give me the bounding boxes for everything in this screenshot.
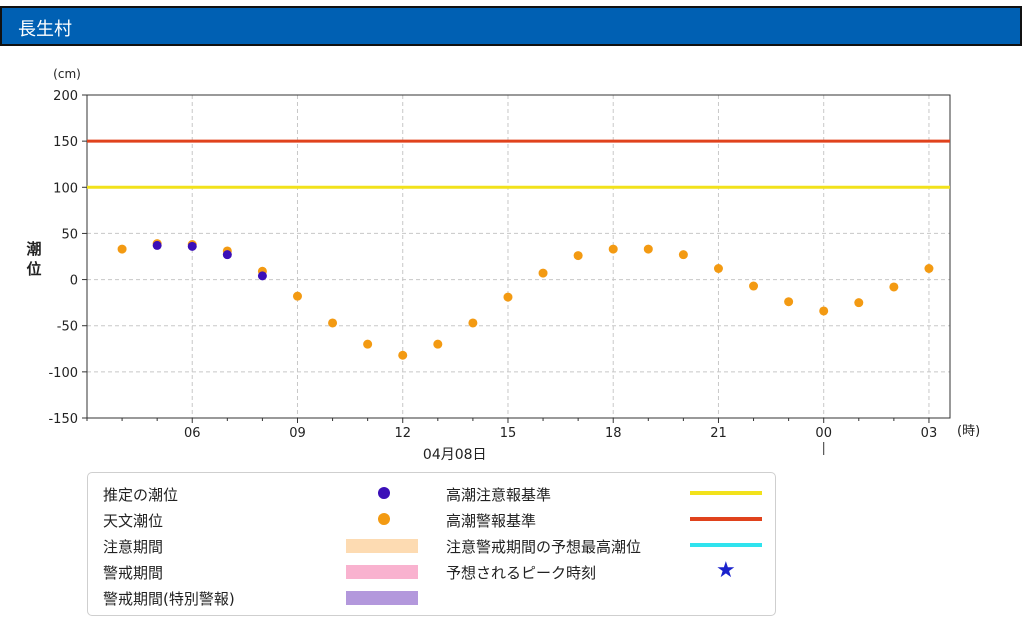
data-point bbox=[643, 244, 653, 254]
y-tick-label: 50 bbox=[61, 227, 78, 242]
data-point bbox=[573, 251, 583, 261]
x-tick-label: 06 bbox=[184, 426, 201, 441]
legend-dot-estimated-tide bbox=[378, 487, 390, 499]
data-point bbox=[433, 339, 443, 349]
legend-label-caution-period: 注意期間 bbox=[103, 538, 164, 556]
data-point bbox=[152, 240, 162, 250]
y-tick-label: -150 bbox=[48, 412, 78, 427]
plot-area bbox=[87, 95, 950, 418]
data-point bbox=[608, 244, 618, 254]
plot-frame bbox=[86, 94, 951, 419]
legend-line-advisory-standard bbox=[690, 491, 762, 495]
data-point bbox=[117, 244, 127, 254]
data-point bbox=[713, 263, 723, 273]
data-point bbox=[538, 268, 548, 278]
data-point bbox=[924, 263, 934, 273]
legend-line-forecast-max-tide bbox=[690, 543, 762, 547]
legend-label-forecast-max-tide: 注意警戒期間の予想最高潮位 bbox=[446, 538, 642, 556]
legend: 推定の潮位 天文潮位 注意期間 警戒期間 警戒期間(特別警報) 高潮注意報基準 … bbox=[87, 472, 776, 616]
date-label: 04月08日 bbox=[423, 447, 487, 463]
legend-swatch-warning-period bbox=[346, 565, 418, 579]
x-tick-label: 00 bbox=[815, 426, 832, 441]
y-tick-label: 200 bbox=[53, 89, 78, 104]
legend-label-warning-period: 警戒期間 bbox=[103, 564, 164, 582]
x-tick-label: 21 bbox=[710, 426, 727, 441]
y-tick-label: -50 bbox=[57, 320, 78, 335]
data-point bbox=[222, 250, 232, 260]
station-name: 長生村 bbox=[18, 19, 72, 40]
data-point bbox=[784, 297, 794, 307]
tide-chart: 200 150 100 50 0 -50 -100 -150 06 09 12 15 18 21 00 03 (… bbox=[26, 67, 980, 463]
y-axis-unit: (cm) bbox=[53, 67, 81, 81]
data-point bbox=[363, 339, 373, 349]
legend-label-estimated-tide: 推定の潮位 bbox=[103, 486, 179, 504]
legend-label-warning-standard: 高潮警報基準 bbox=[446, 512, 537, 530]
data-point bbox=[678, 250, 688, 260]
legend-swatch-special-warning-period bbox=[346, 591, 418, 605]
legend-line-warning-standard bbox=[690, 517, 762, 521]
data-point bbox=[257, 271, 267, 281]
data-point bbox=[187, 241, 197, 251]
data-point bbox=[819, 306, 829, 316]
legend-label-special-warning-period: 警戒期間(特別警報) bbox=[103, 590, 235, 608]
x-tick-label: 09 bbox=[289, 426, 306, 441]
data-point bbox=[292, 291, 302, 301]
y-tick-label: 0 bbox=[70, 274, 78, 289]
y-tick-label: 150 bbox=[53, 135, 78, 150]
x-axis-unit: (時) bbox=[957, 424, 980, 439]
legend-label-peak-time: 予想されるピーク時刻 bbox=[446, 564, 597, 582]
legend-swatch-caution-period bbox=[346, 539, 418, 553]
legend-dot-astronomical-tide bbox=[378, 513, 390, 525]
data-point bbox=[468, 318, 478, 328]
data-point bbox=[398, 350, 408, 360]
y-tick-label: -100 bbox=[48, 366, 78, 381]
station-header: 長生村 bbox=[0, 6, 1022, 46]
y-tick-label: 100 bbox=[53, 181, 78, 196]
data-point bbox=[889, 282, 899, 292]
x-tick-label: 15 bbox=[500, 426, 517, 441]
legend-label-advisory-standard: 高潮注意報基準 bbox=[446, 486, 552, 504]
data-point bbox=[328, 318, 338, 328]
x-tick-label: 12 bbox=[394, 426, 411, 441]
x-tick-label: 03 bbox=[921, 426, 938, 441]
legend-label-astronomical-tide: 天文潮位 bbox=[103, 512, 164, 530]
legend-star-icon: ★ bbox=[716, 558, 736, 583]
data-point bbox=[854, 298, 864, 308]
y-axis-label: 潮位 bbox=[26, 240, 41, 278]
data-point bbox=[749, 281, 759, 291]
data-point bbox=[503, 292, 513, 302]
x-tick-label: 18 bbox=[605, 426, 622, 441]
